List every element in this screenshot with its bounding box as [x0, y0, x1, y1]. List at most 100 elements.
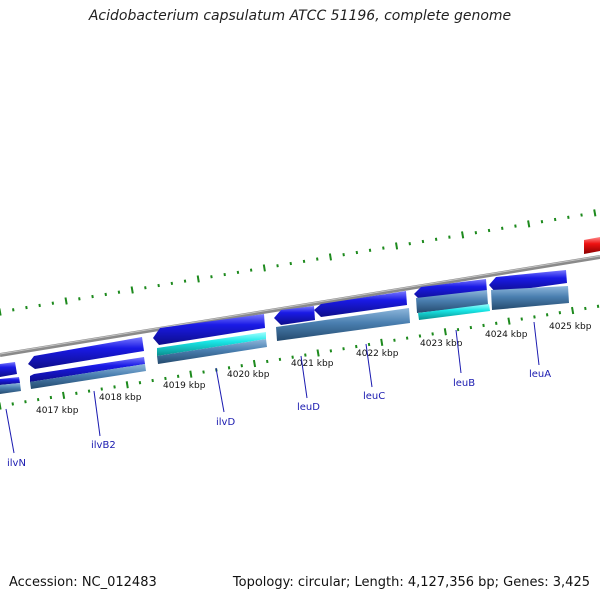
gene-label-leuA: leuA [529, 369, 551, 380]
tick-mark [558, 311, 562, 315]
gene-label-ilvN: ilvN [7, 458, 26, 469]
tick-mark [291, 355, 294, 359]
kbp-label: 4020 kbp [227, 370, 270, 380]
tick-mark [596, 304, 600, 308]
tick-mark [87, 389, 91, 393]
tick-mark [36, 398, 40, 402]
tick-mark [393, 338, 396, 342]
feature-steel-bar [157, 339, 267, 364]
tick-mark [38, 303, 41, 308]
tick-mark [104, 292, 107, 297]
kbp-label: 4024 kbp [485, 330, 528, 340]
feature-steel-bar [491, 286, 569, 310]
tick-mark [482, 323, 485, 328]
feature-steel-bar [276, 308, 410, 341]
leader-line [533, 321, 540, 366]
tick-mark [540, 220, 544, 224]
kbp-label: 4021 kbp [291, 359, 334, 369]
tick-mark [342, 253, 345, 257]
kbp-label: 4023 kbp [420, 339, 463, 349]
tick-mark [380, 338, 384, 346]
tick-mark [202, 370, 205, 374]
tick-mark [196, 275, 200, 283]
gene-label-leuB: leuB [453, 378, 475, 389]
tick-mark [176, 374, 180, 378]
tick-mark [418, 334, 422, 338]
tick-mark [51, 301, 55, 305]
gene-label-leuC: leuC [363, 391, 385, 402]
tick-mark [276, 264, 279, 268]
tick-mark [456, 328, 460, 332]
tick-mark [408, 242, 411, 246]
kbp-label: 4025 kbp [549, 322, 592, 332]
leader-line [300, 355, 308, 399]
tick-mark [75, 391, 78, 395]
tick-mark [355, 344, 358, 349]
tick-mark [501, 226, 504, 230]
tick-mark [461, 231, 465, 239]
feature-cyan-arrow [418, 304, 490, 320]
tick-mark [405, 336, 409, 340]
tick-mark [474, 231, 478, 235]
tick-mark [580, 213, 583, 217]
outer-tick-marks [0, 209, 597, 316]
tick-mark [125, 381, 129, 389]
tick-mark [355, 250, 359, 255]
tick-mark [0, 402, 2, 410]
tick-mark [304, 353, 307, 357]
tick-mark [593, 209, 597, 217]
tick-mark [527, 220, 531, 228]
feature-steel-bar [30, 364, 146, 389]
topology-label: Topology: circular; Length: 4,127,356 bp… [232, 575, 590, 590]
tick-mark [240, 364, 243, 368]
feature-steel-bar [0, 383, 21, 394]
tick-mark [507, 317, 511, 325]
tick-mark [431, 332, 434, 336]
tick-mark [289, 261, 292, 266]
tick-mark [151, 378, 154, 383]
tick-mark [342, 347, 345, 351]
tick-mark [144, 286, 147, 290]
tick-mark [495, 321, 498, 325]
feature-arrow [314, 291, 407, 317]
leader-line [455, 329, 462, 374]
red-feature [584, 237, 600, 254]
tick-mark [487, 228, 491, 233]
gene-label-leuD: leuD [297, 402, 320, 413]
tick-mark [138, 381, 142, 385]
tick-mark [210, 275, 213, 279]
tick-mark [553, 217, 557, 222]
feature-arrow [30, 357, 145, 382]
tick-mark [91, 294, 94, 299]
leader-line [215, 367, 225, 413]
tick-mark [62, 391, 66, 399]
tick-mark [249, 268, 253, 272]
tick-mark [533, 315, 536, 319]
feature-arrow [153, 314, 265, 345]
kbp-label: 4018 kbp [99, 393, 142, 403]
tick-mark [130, 286, 134, 294]
tick-mark [469, 325, 473, 330]
tick-mark [189, 370, 193, 378]
tick-mark [434, 237, 438, 241]
tick-mark [117, 290, 121, 294]
tick-mark [514, 224, 517, 228]
genome-backbone [0, 255, 600, 357]
feature-arrow [0, 377, 20, 385]
tick-mark [368, 248, 372, 252]
tick-mark [520, 317, 523, 321]
kbp-label: 4019 kbp [163, 381, 206, 391]
tick-mark [382, 246, 385, 250]
kbp-label: 4017 kbp [36, 406, 79, 416]
feature-arrow [414, 279, 487, 301]
tick-mark [545, 313, 549, 317]
tick-mark [266, 359, 269, 364]
kbp-label: 4022 kbp [356, 349, 399, 359]
tick-mark [78, 297, 81, 301]
gene-label-ilvB2: ilvB2 [91, 440, 116, 451]
tick-mark [24, 400, 27, 404]
genome-title: Acidobacterium capsulatum ATCC 51196, co… [88, 8, 512, 24]
tick-mark [100, 387, 103, 391]
tick-mark [328, 253, 332, 261]
